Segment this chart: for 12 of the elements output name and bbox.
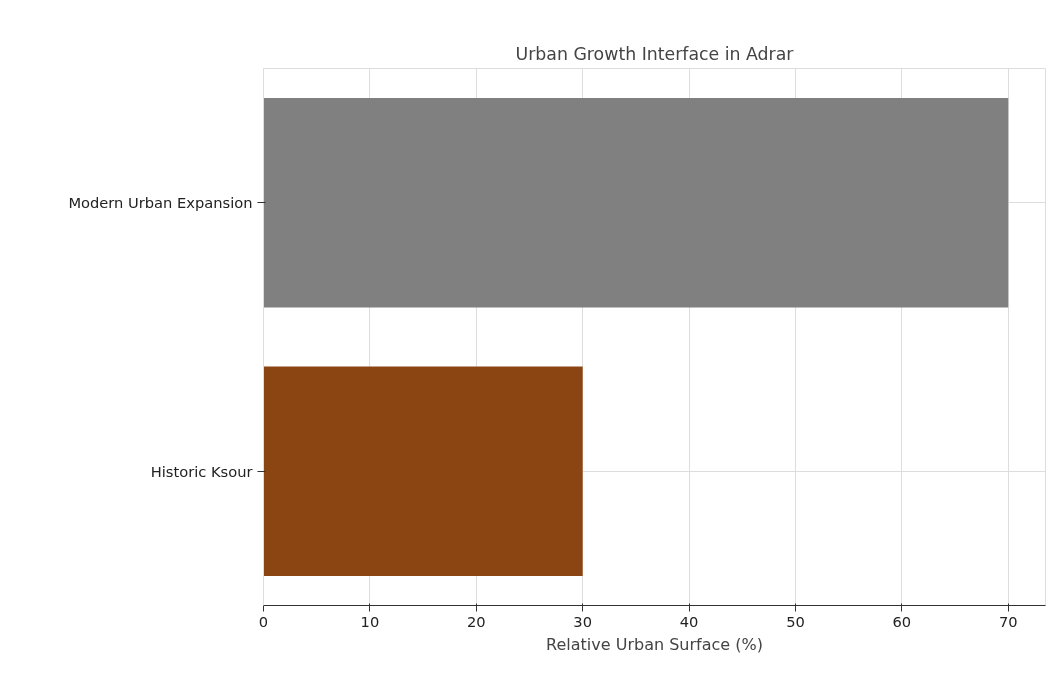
x-tick-label: 60 — [892, 612, 912, 630]
chart-title: Urban Growth Interface in Adrar — [515, 43, 795, 64]
x-tick-label: 70 — [998, 612, 1018, 630]
x-tick-label: 30 — [573, 612, 593, 630]
x-tick-label: 10 — [360, 612, 380, 630]
x-tick-label: 40 — [679, 612, 699, 630]
x-tick-label: 50 — [786, 612, 805, 630]
x-tick-label: 20 — [466, 612, 486, 630]
y-tick-label: Historic Ksour — [150, 462, 254, 480]
x-tick-label: 0 — [258, 612, 269, 630]
y-tick-label: Modern Urban Expansion — [68, 194, 253, 212]
x-axis-title: Relative Urban Surface (%) — [546, 634, 763, 654]
